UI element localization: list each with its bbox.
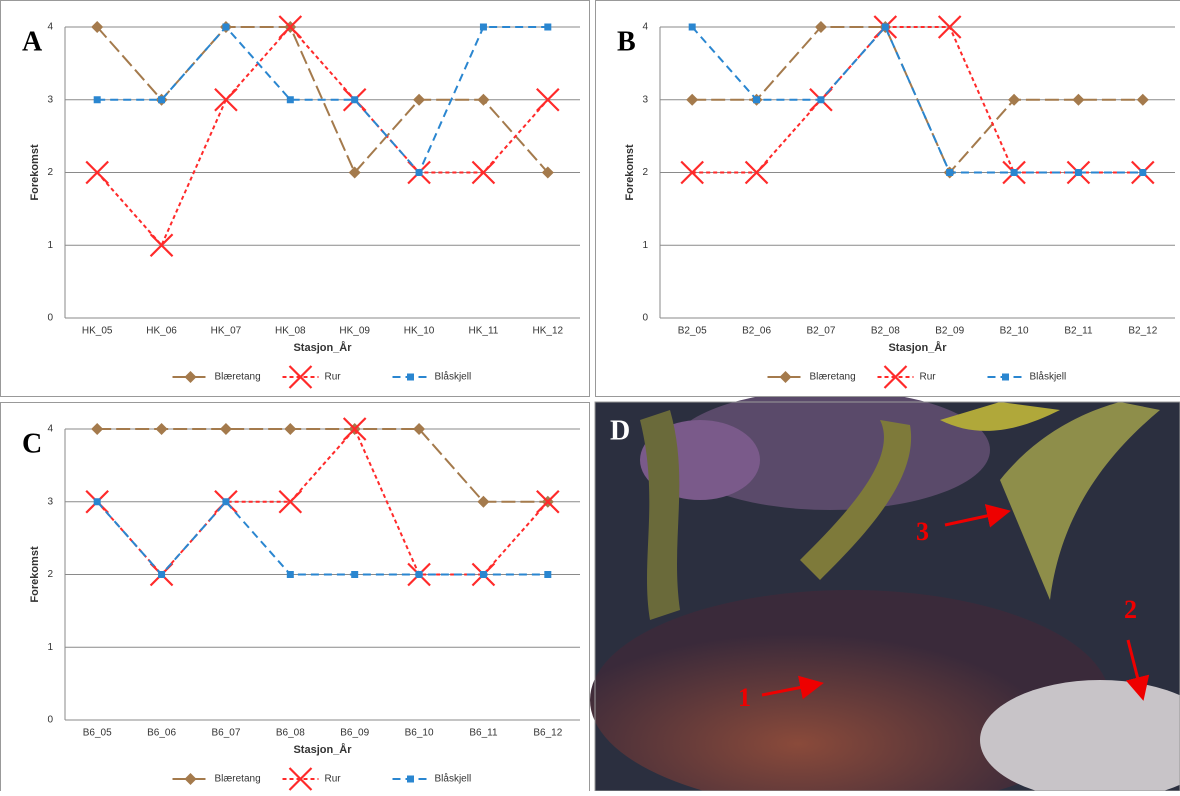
marker-square (882, 24, 889, 31)
legend-label: Blæretang (215, 372, 261, 383)
y-axis-label: Forekomst (29, 546, 41, 603)
y-tick-label: 1 (47, 642, 53, 653)
panel-label: A (22, 26, 43, 57)
annotation: 2 (1124, 595, 1137, 624)
y-tick-label: 4 (642, 22, 648, 33)
x-tick-label: B6_11 (469, 728, 498, 739)
x-tick-label: B6_08 (276, 728, 305, 739)
y-tick-label: 2 (47, 569, 53, 580)
x-tick-label: B6_07 (211, 728, 240, 739)
x-tick-label: HK_10 (404, 326, 435, 337)
marker-square (416, 571, 423, 578)
x-tick-label: HK_05 (82, 326, 113, 337)
y-tick-label: 3 (47, 496, 53, 507)
legend-label: Blåskjell (1030, 371, 1067, 383)
x-tick-label: B6_12 (533, 728, 562, 739)
x-tick-label: HK_09 (339, 326, 370, 337)
marker-square (480, 571, 487, 578)
annotation: 1 (738, 683, 751, 712)
y-tick-label: 2 (642, 167, 648, 178)
x-tick-label: HK_11 (469, 326, 499, 337)
y-tick-label: 0 (47, 313, 53, 324)
x-tick-label: HK_12 (533, 326, 564, 337)
marker-square (94, 498, 101, 505)
x-axis-label: Stasjon_År (293, 743, 352, 756)
marker-square (222, 24, 229, 31)
marker-square (689, 24, 696, 31)
marker-square (351, 571, 358, 578)
x-tick-label: HK_07 (211, 326, 242, 337)
y-axis-label: Forekomst (624, 144, 636, 201)
chart-panel: 0 1 2 3 4 B2_05 B2_06 B2_07 B2_08 B2_09 B2_10 B2_11… (596, 1, 1180, 397)
marker-square (222, 498, 229, 505)
legend-label: Rur (920, 372, 937, 383)
x-tick-label: B6_09 (340, 728, 369, 739)
x-tick-label: HK_08 (275, 326, 306, 337)
y-tick-label: 4 (47, 424, 53, 435)
x-tick-label: B2_07 (806, 326, 835, 337)
marker-square (407, 374, 414, 381)
annotation: 3 (916, 517, 929, 546)
marker-square (416, 169, 423, 176)
y-tick-label: 3 (47, 94, 53, 105)
chart-panel: 0 1 2 3 4 B6_05 B6_06 B6_07 B6_08 B6_09 B6_10 B6_11… (1, 403, 590, 792)
marker-square (544, 24, 551, 31)
marker-square (817, 96, 824, 103)
y-tick-label: 1 (47, 240, 53, 251)
panel-border (596, 1, 1180, 397)
y-tick-label: 4 (47, 22, 53, 33)
x-tick-label: B2_09 (935, 326, 964, 337)
x-tick-label: B2_12 (1128, 326, 1157, 337)
y-tick-label: 2 (47, 167, 53, 178)
legend-label: Rur (325, 774, 342, 785)
marker-square (287, 96, 294, 103)
x-axis-label: Stasjon_År (888, 341, 947, 354)
x-tick-label: B6_05 (83, 728, 112, 739)
chart-panel: 0 1 2 3 4 HK_05 HK_06 HK_07 HK_08 HK_09 HK_10 HK_11… (1, 1, 590, 397)
legend-label: Blåskjell (435, 371, 472, 383)
x-tick-label: B2_05 (678, 326, 707, 337)
marker-square (1002, 374, 1009, 381)
x-tick-label: B6_10 (405, 728, 434, 739)
panel-label: B (617, 26, 636, 57)
marker-square (407, 776, 414, 783)
marker-square (158, 96, 165, 103)
panel-border (1, 1, 590, 397)
panel-label: C (22, 428, 42, 459)
legend-label: Blåskjell (435, 773, 472, 785)
legend-label: Blæretang (810, 372, 856, 383)
legend-label: Blæretang (215, 774, 261, 785)
x-tick-label: HK_06 (146, 326, 177, 337)
legend-label: Rur (325, 372, 342, 383)
x-tick-label: B2_11 (1064, 326, 1093, 337)
marker-square (1075, 169, 1082, 176)
y-tick-label: 0 (47, 715, 53, 726)
marker-square (158, 571, 165, 578)
y-axis-label: Forekomst (29, 144, 41, 201)
x-tick-label: B2_06 (742, 326, 771, 337)
y-tick-label: 1 (642, 240, 648, 251)
marker-square (1011, 169, 1018, 176)
marker-square (753, 96, 760, 103)
marker-square (544, 571, 551, 578)
y-tick-label: 3 (642, 94, 648, 105)
x-tick-label: B2_10 (1000, 326, 1029, 337)
marker-square (946, 169, 953, 176)
marker-square (351, 96, 358, 103)
y-tick-label: 0 (642, 313, 648, 324)
photo-panel: D 1 2 3 (590, 390, 1180, 791)
x-axis-label: Stasjon_År (293, 341, 352, 354)
x-tick-label: B2_08 (871, 326, 900, 337)
panel-label: D (610, 415, 630, 446)
marker-square (94, 96, 101, 103)
marker-square (1139, 169, 1146, 176)
marker-square (287, 571, 294, 578)
marker-square (480, 24, 487, 31)
x-tick-label: B6_06 (147, 728, 176, 739)
